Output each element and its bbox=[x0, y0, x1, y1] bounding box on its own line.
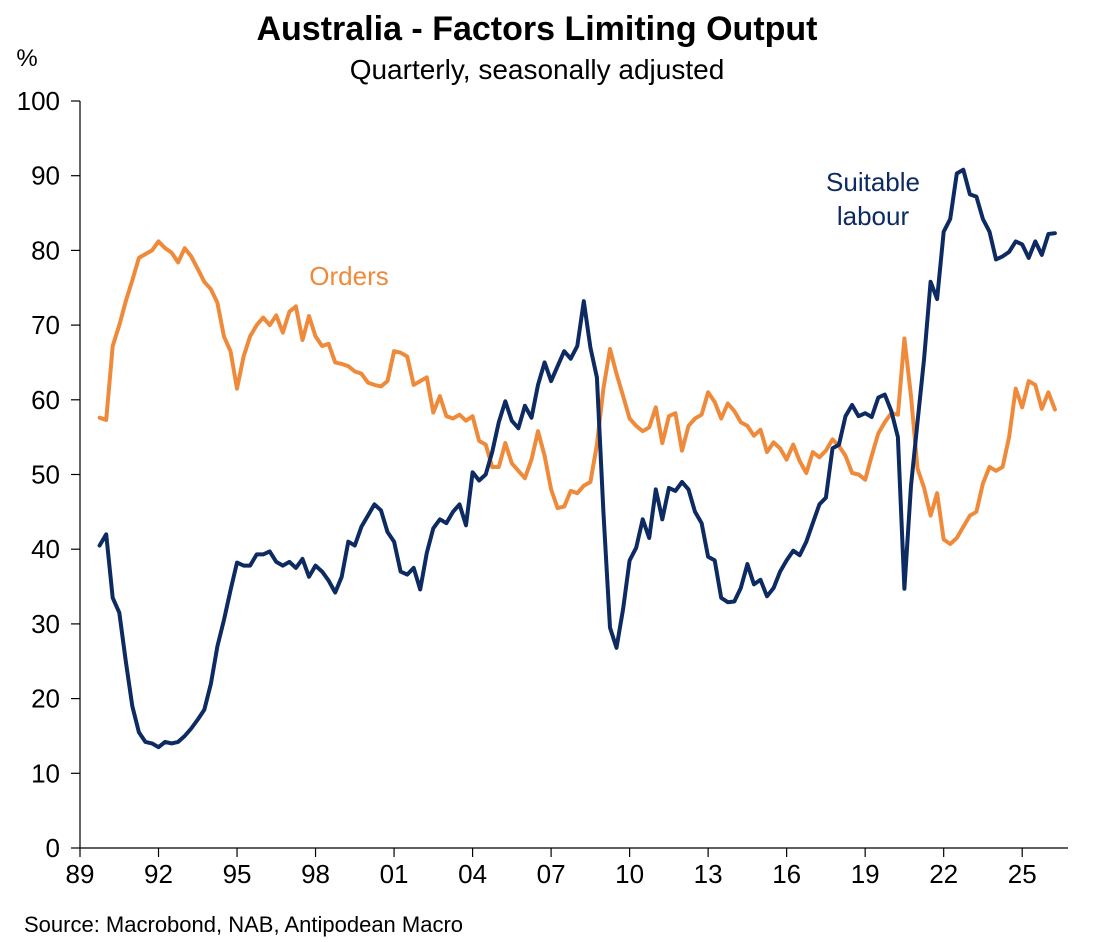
x-tick-label: 10 bbox=[615, 859, 644, 889]
x-tick-label: 92 bbox=[144, 859, 173, 889]
series-label-orders: Orders bbox=[309, 261, 388, 291]
series-labels: Suitable labour Orders bbox=[309, 167, 920, 291]
x-tick-label: 22 bbox=[929, 859, 958, 889]
chart-title: Australia - Factors Limiting Output bbox=[256, 10, 817, 48]
y-tick-label: 50 bbox=[31, 460, 60, 490]
series-line-suitable-labour bbox=[97, 167, 1057, 750]
x-tick-label: 04 bbox=[458, 859, 487, 889]
x-tick-label: 07 bbox=[537, 859, 566, 889]
y-tick-label: 30 bbox=[31, 609, 60, 639]
chart-subtitle: Quarterly, seasonally adjusted bbox=[350, 54, 725, 85]
x-tick-label: 98 bbox=[301, 859, 330, 889]
y-tick-label: 40 bbox=[31, 534, 60, 564]
y-tick-label: 10 bbox=[31, 758, 60, 788]
series-label-suitable-labour: labour bbox=[837, 201, 910, 231]
x-tick-label: 13 bbox=[694, 859, 723, 889]
series-layer bbox=[97, 167, 1057, 750]
x-tick-label: 19 bbox=[851, 859, 880, 889]
y-tick-label: 20 bbox=[31, 684, 60, 714]
y-tick-label: 100 bbox=[17, 86, 60, 116]
x-tick-label: 16 bbox=[772, 859, 801, 889]
y-tick-label: 0 bbox=[46, 833, 60, 863]
x-axis: 89 92 95 98 01 04 07 10 13 16 19 22 25 bbox=[66, 847, 1068, 889]
y-tick-label: 60 bbox=[31, 385, 60, 415]
y-tick-label: 80 bbox=[31, 235, 60, 265]
x-tick-label: 01 bbox=[380, 859, 409, 889]
x-tick-label: 95 bbox=[223, 859, 252, 889]
y-tick-label: 90 bbox=[31, 161, 60, 191]
y-tick-label: 70 bbox=[31, 310, 60, 340]
series-label-suitable-labour: Suitable bbox=[826, 167, 920, 197]
x-tick-label: 25 bbox=[1008, 859, 1037, 889]
y-axis-unit-label: % bbox=[16, 45, 37, 72]
source-note: Source: Macrobond, NAB, Antipodean Macro bbox=[24, 912, 463, 937]
y-axis: 0 10 20 30 40 50 60 70 80 90 100 bbox=[17, 86, 81, 863]
x-tick-label: 89 bbox=[66, 859, 95, 889]
series-line-orders bbox=[97, 239, 1057, 546]
